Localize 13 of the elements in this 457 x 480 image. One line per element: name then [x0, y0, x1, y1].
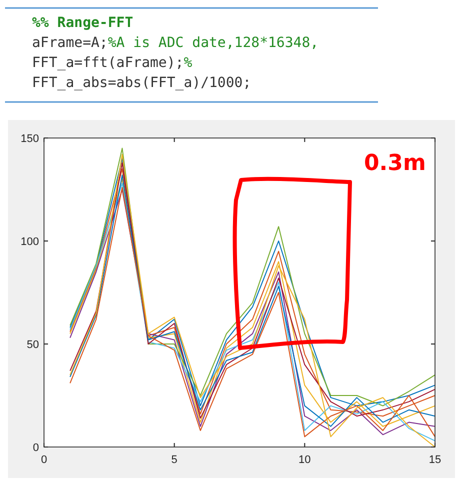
x-tick-label: 15	[428, 454, 442, 466]
text: FFT_a_abs=abs(FFT_a)/1000;	[32, 75, 252, 91]
y-tick-label: 50	[26, 339, 39, 351]
annotation: 0.3m	[364, 151, 426, 176]
x-tick-label: 5	[171, 454, 178, 466]
text: %% Range-FFT	[32, 15, 134, 31]
y-tick-label: 0	[32, 442, 39, 454]
y-tick-label: 150	[20, 133, 39, 145]
x-tick-label: 0	[40, 454, 48, 466]
y-tick-label: 100	[20, 236, 39, 248]
text: FFT_a=fft(aFrame);%	[32, 55, 193, 71]
x-tick-label: 10	[298, 454, 311, 466]
text: aFrame=A;%A is ADC date,128*16348,	[32, 35, 319, 51]
